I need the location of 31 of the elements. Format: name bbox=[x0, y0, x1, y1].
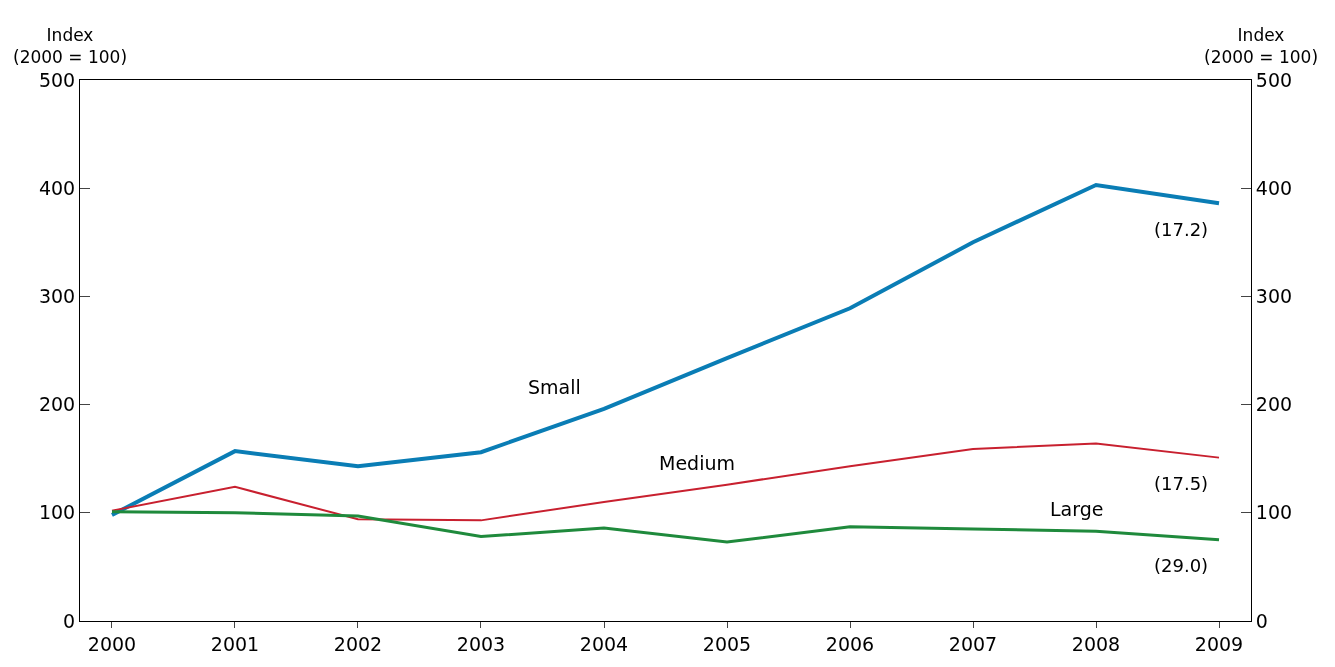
x-tick-label: 2003 bbox=[456, 632, 506, 655]
y-tick-label: 500 bbox=[38, 68, 76, 91]
x-tick-label: 2001 bbox=[210, 632, 260, 655]
y2-tick-label: 400 bbox=[1255, 176, 1293, 199]
series-label: Small bbox=[528, 376, 581, 398]
y2-tick-label: 100 bbox=[1255, 501, 1293, 524]
annotation: (17.5) bbox=[1154, 473, 1209, 494]
x-tick-label: 2005 bbox=[702, 632, 752, 655]
y2-tick-label: 0 bbox=[1255, 609, 1268, 632]
series-label: Large bbox=[1050, 498, 1104, 520]
y-tick-label: 400 bbox=[38, 176, 76, 199]
series-label: Medium bbox=[659, 452, 735, 474]
y-tick-label: 100 bbox=[38, 501, 76, 524]
x-tick-label: 2004 bbox=[579, 632, 629, 655]
y-tick-label: 0 bbox=[63, 609, 76, 632]
line-series bbox=[110, 442, 1221, 522]
x-tick-label: 2009 bbox=[1194, 632, 1244, 655]
x-tick-label: 2006 bbox=[825, 632, 875, 655]
x-tick-label: 2000 bbox=[87, 632, 137, 655]
y-axis-title: Index (2000 = 100) bbox=[13, 25, 128, 68]
x-tick-label: 2002 bbox=[333, 632, 383, 655]
annotation: (17.2) bbox=[1154, 219, 1209, 240]
x-tick-label: 2007 bbox=[948, 632, 998, 655]
y2-tick-label: 500 bbox=[1255, 68, 1293, 91]
x-tick-label: 2008 bbox=[1071, 632, 1121, 655]
y2-tick-label: 300 bbox=[1255, 285, 1293, 308]
y2-axis-title: Index (2000 = 100) bbox=[1204, 25, 1319, 68]
annotation: (29.0) bbox=[1154, 555, 1209, 576]
y2-tick-label: 200 bbox=[1255, 393, 1293, 416]
y-tick-label: 300 bbox=[38, 285, 76, 308]
y-tick-label: 200 bbox=[38, 393, 76, 416]
